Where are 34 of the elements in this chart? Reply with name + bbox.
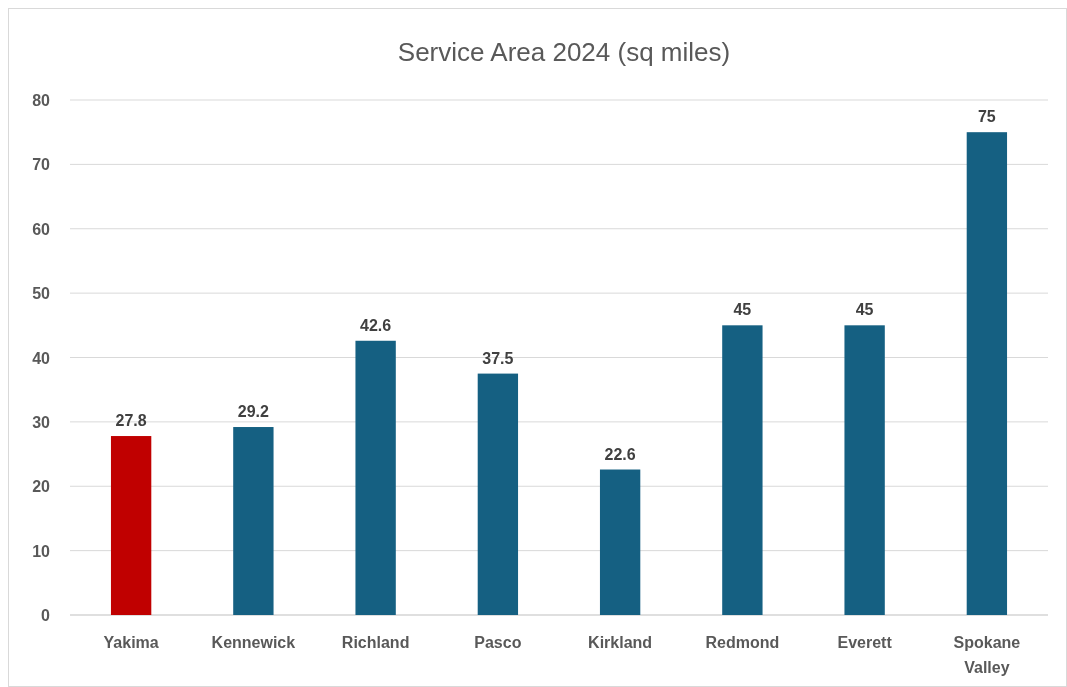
bar bbox=[599, 469, 641, 615]
x-tick-label: Redmond bbox=[705, 634, 780, 651]
y-tick-label: 40 bbox=[32, 349, 51, 367]
x-tick-label: Spokane Valley bbox=[953, 634, 1021, 676]
x-tick-label: Kirkland bbox=[588, 634, 653, 651]
data-label: 42.6 bbox=[360, 316, 392, 334]
data-label: 37.5 bbox=[482, 349, 514, 367]
bar bbox=[844, 325, 885, 615]
x-tick-label: Yakima bbox=[103, 634, 159, 651]
bar bbox=[477, 373, 519, 615]
y-tick-label: 10 bbox=[32, 542, 51, 560]
y-tick-label: 60 bbox=[32, 220, 51, 238]
y-tick-label: 50 bbox=[32, 285, 51, 303]
y-tick-label: 0 bbox=[41, 607, 51, 624]
x-tick-label: Everett bbox=[837, 634, 893, 651]
bar bbox=[722, 325, 763, 615]
y-tick-label: 70 bbox=[32, 156, 51, 174]
bar bbox=[355, 340, 396, 615]
x-tick-label: Pasco bbox=[474, 634, 522, 651]
y-tick-label: 20 bbox=[32, 478, 51, 496]
x-tick-label: Richland bbox=[341, 634, 410, 651]
y-tick-label: 30 bbox=[32, 413, 51, 431]
data-label: 27.8 bbox=[115, 412, 147, 430]
bar bbox=[233, 427, 274, 615]
data-label: 45 bbox=[733, 301, 752, 319]
data-label: 29.2 bbox=[237, 403, 270, 421]
data-label: 22.6 bbox=[604, 445, 636, 463]
x-tick-label: Kennewick bbox=[211, 634, 296, 651]
data-label: 75 bbox=[977, 108, 996, 126]
data-label: 45 bbox=[855, 301, 874, 319]
bar bbox=[966, 132, 1008, 615]
chart-title: Service Area 2024 (sq miles) bbox=[397, 37, 731, 67]
y-tick-label: 80 bbox=[32, 92, 51, 109]
bar bbox=[110, 436, 152, 615]
